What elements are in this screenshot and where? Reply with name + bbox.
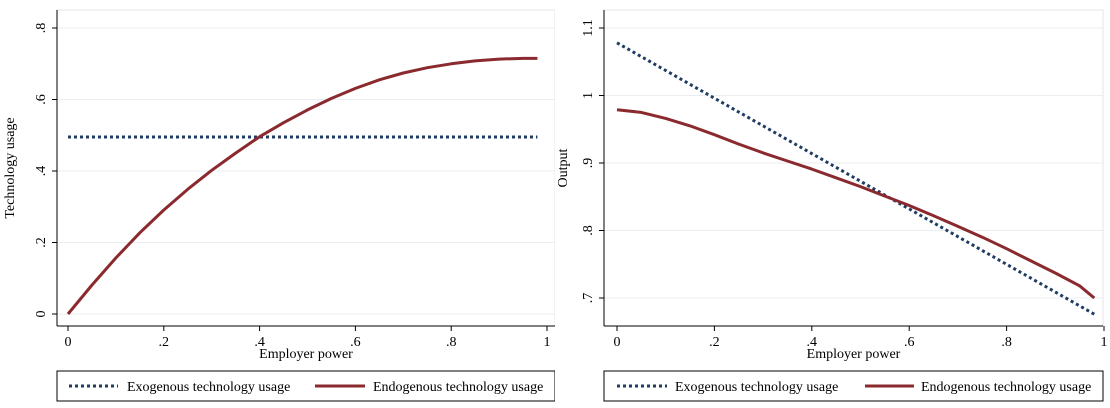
x-tick-label: .4 (254, 335, 265, 350)
y-axis-title: Output (556, 148, 571, 187)
legend-label: Exogenous technology usage (675, 380, 838, 395)
y-tick-label: 1.1 (581, 19, 596, 37)
x-tick-label: .2 (159, 335, 170, 350)
x-axis-title: Employer power (259, 347, 353, 362)
legend-label: Endogenous technology usage (373, 380, 543, 395)
x-tick-label: 1 (544, 335, 551, 350)
endogenous-series-line (66, 56, 538, 315)
y-tick-label: .8 (581, 225, 596, 236)
exogenous-series-line (616, 41, 1096, 316)
y-tick-label: .6 (34, 94, 49, 105)
legend-label: Endogenous technology usage (921, 380, 1091, 395)
technology-usage-chart: 0 .2 .4 .6 .8 0 .2 .4 .6 .8 1 Employer power Technol… (3, 9, 555, 402)
x-tick-label: .8 (1001, 335, 1012, 350)
x-tick-label: 0 (65, 335, 72, 350)
output-panel: .7 .8 .9 1 1.1 0 .2 .4 .6 .8 1 Employer power Output… (555, 0, 1110, 408)
plot-area (56, 9, 555, 327)
y-tick-label: 0 (34, 311, 49, 318)
x-tick-label: 0 (614, 335, 621, 350)
x-axis-title: Employer power (807, 347, 901, 362)
x-tick-label: .6 (350, 335, 361, 350)
x-tick-label: .2 (709, 335, 720, 350)
legend-label: Exogenous technology usage (127, 380, 290, 395)
y-tick-label: 1 (581, 92, 596, 99)
y-axis-title: Technology usage (3, 117, 18, 218)
x-tick-label: 1 (1101, 335, 1108, 350)
x-tick-label: .4 (807, 335, 818, 350)
technology-usage-panel: 0 .2 .4 .6 .8 0 .2 .4 .6 .8 1 Employer power Technol… (3, 9, 555, 402)
y-tick-label: .8 (34, 23, 49, 34)
y-tick-label: .7 (581, 293, 596, 304)
legend-box (56, 370, 555, 402)
plot-area (603, 9, 1104, 327)
y-tick-label: .9 (581, 158, 596, 169)
output-chart: .7 .8 .9 1 1.1 0 .2 .4 .6 .8 1 Employer power Output… (556, 9, 1108, 402)
x-tick-label: .6 (904, 335, 915, 350)
legend-box (603, 370, 1104, 402)
y-tick-label: .2 (34, 237, 49, 248)
y-tick-label: .4 (34, 166, 49, 177)
endogenous-series-line (616, 108, 1096, 300)
x-tick-label: .8 (446, 335, 457, 350)
